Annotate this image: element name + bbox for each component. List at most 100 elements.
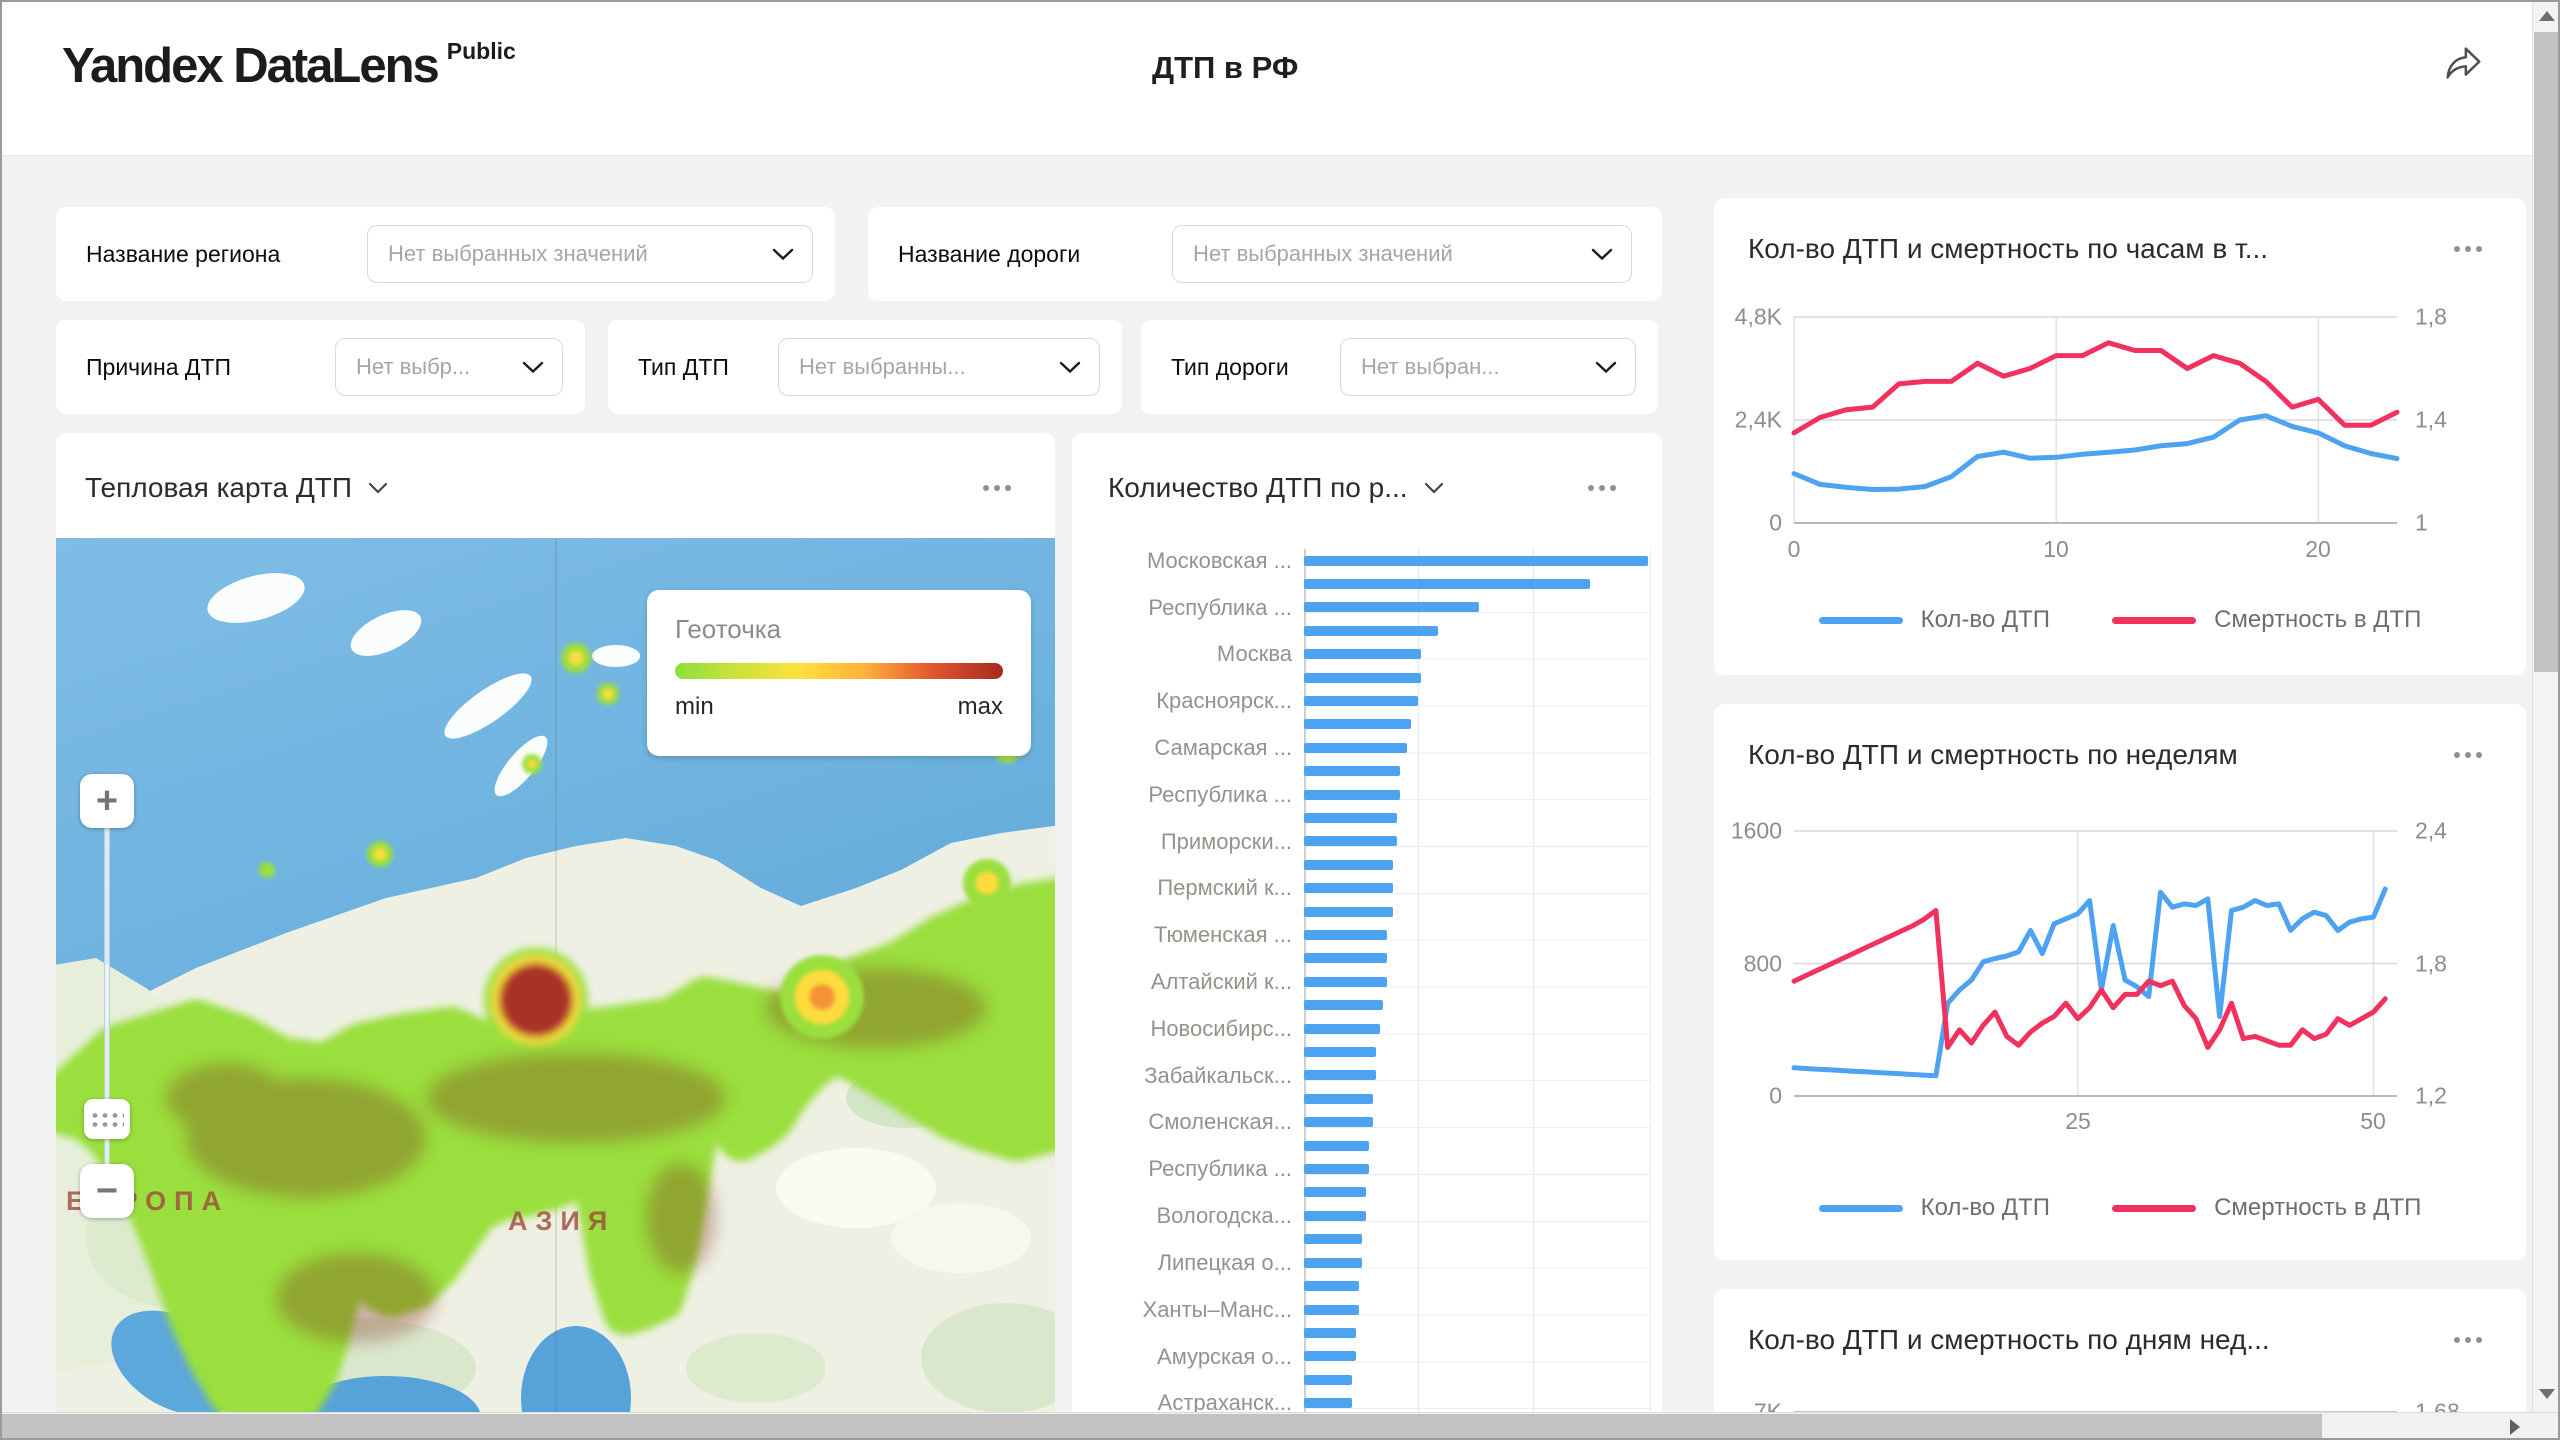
- scroll-down-button[interactable]: [2533, 1380, 2558, 1408]
- bar[interactable]: [1304, 1257, 1363, 1268]
- filter-road-type: Тип дороги Нет выбран...: [1141, 320, 1658, 414]
- bar-category-label: Республика ...: [1148, 1156, 1292, 1182]
- chevron-down-icon[interactable]: [368, 482, 388, 494]
- bar[interactable]: [1304, 1047, 1377, 1058]
- legend-label: Смертность в ДТП: [2214, 606, 2422, 633]
- bar[interactable]: [1304, 859, 1394, 870]
- bar-category-label: Ханты–Манс...: [1142, 1296, 1292, 1322]
- page-title: ДТП в РФ: [1152, 50, 1299, 85]
- bar[interactable]: [1304, 953, 1387, 964]
- more-options-icon[interactable]: [973, 475, 1021, 501]
- bar[interactable]: [1304, 1023, 1380, 1034]
- chart-legend: Кол-во ДТП Смертность в ДТП: [1714, 606, 2526, 634]
- filter-road-select[interactable]: Нет выбранных значений: [1172, 225, 1632, 283]
- bar[interactable]: [1304, 1398, 1353, 1409]
- bar[interactable]: [1304, 555, 1648, 566]
- bar-category-label: Московская ...: [1146, 547, 1292, 573]
- bar[interactable]: [1304, 1164, 1370, 1175]
- bar[interactable]: [1304, 1093, 1373, 1104]
- vertical-scrollbar-thumb[interactable]: [2534, 32, 2558, 672]
- bar-row: Ханты–Манс...: [1092, 1296, 1648, 1322]
- bar-category-label: Астраханск...: [1157, 1390, 1292, 1416]
- share-button[interactable]: [2434, 36, 2490, 92]
- scroll-right-button[interactable]: [2500, 1413, 2530, 1438]
- bar[interactable]: [1304, 1210, 1366, 1221]
- horizontal-scrollbar[interactable]: [2, 1412, 2558, 1438]
- bar[interactable]: [1304, 578, 1590, 589]
- more-options-icon[interactable]: [2444, 236, 2492, 262]
- bar[interactable]: [1304, 1351, 1356, 1362]
- bar-row: [1092, 760, 1648, 783]
- bar-row: Липецкая о...: [1092, 1250, 1648, 1275]
- scroll-up-icon: [2539, 11, 2555, 21]
- bar[interactable]: [1304, 789, 1401, 800]
- filter-accident-type-select[interactable]: Нет выбранны...: [778, 338, 1100, 396]
- y-axis-right-tick: 1,8: [2415, 303, 2447, 330]
- bar[interactable]: [1304, 1327, 1356, 1338]
- bar-row: [1092, 1134, 1648, 1157]
- bar[interactable]: [1304, 766, 1401, 777]
- bar[interactable]: [1304, 812, 1397, 823]
- bar[interactable]: [1304, 976, 1387, 987]
- bar-row: [1092, 572, 1648, 595]
- bar[interactable]: [1304, 695, 1418, 706]
- filter-region-select[interactable]: Нет выбранных значений: [367, 225, 813, 283]
- chevron-down-icon[interactable]: [1424, 482, 1444, 494]
- bar-row: Пермский к...: [1092, 875, 1648, 900]
- datalens-logo[interactable]: Yandex DataLens Public: [62, 38, 516, 94]
- legend-item-accidents[interactable]: Кол-во ДТП: [1818, 606, 2050, 634]
- bar[interactable]: [1304, 1234, 1363, 1245]
- bar[interactable]: [1304, 672, 1421, 683]
- chart-card-hours: Кол-во ДТП и смертность по часам в т... …: [1714, 198, 2526, 675]
- more-options-icon[interactable]: [1578, 475, 1626, 501]
- bar[interactable]: [1304, 906, 1394, 917]
- bar[interactable]: [1304, 602, 1480, 613]
- bar-row: Амурская о...: [1092, 1344, 1648, 1369]
- chevron-down-icon: [522, 361, 544, 373]
- filter-road-type-select[interactable]: Нет выбран...: [1340, 338, 1636, 396]
- more-options-icon[interactable]: [2444, 1327, 2492, 1353]
- bar[interactable]: [1304, 1140, 1370, 1151]
- bar[interactable]: [1304, 1070, 1377, 1081]
- bar-row: Новосибирс...: [1092, 1016, 1648, 1041]
- line-plot-weeks[interactable]: [1791, 830, 2397, 1097]
- chevron-down-icon: [1595, 361, 1617, 373]
- zoom-out-button[interactable]: −: [80, 1164, 134, 1218]
- bar-row: Вологодска...: [1092, 1203, 1648, 1229]
- bar[interactable]: [1304, 1187, 1366, 1198]
- bar-row: [1092, 1275, 1648, 1298]
- chevron-down-icon: [1059, 361, 1081, 373]
- bar[interactable]: [1304, 836, 1397, 847]
- more-options-icon[interactable]: [2444, 742, 2492, 768]
- heatmap-canvas[interactable]: ЕВРОПА АЗИЯ Геоточка min max + −: [56, 538, 1055, 1438]
- scroll-right-icon: [2510, 1419, 2520, 1435]
- bar[interactable]: [1304, 930, 1387, 940]
- x-axis-tick: 50: [2360, 1108, 2386, 1134]
- y-axis-right-tick: 1: [2415, 509, 2428, 536]
- bar[interactable]: [1304, 625, 1439, 636]
- logo-text: Yandex DataLens: [62, 39, 440, 93]
- bar-row: [1092, 947, 1648, 970]
- vertical-scrollbar[interactable]: [2532, 2, 2558, 1412]
- zoom-slider-handle[interactable]: [84, 1099, 130, 1139]
- horizontal-scrollbar-thumb[interactable]: [2, 1414, 2322, 1438]
- filter-road-type-label: Тип дороги: [1171, 353, 1289, 380]
- bar[interactable]: [1304, 1304, 1360, 1315]
- filter-cause-select[interactable]: Нет выбр...: [335, 338, 563, 396]
- bar[interactable]: [1304, 1374, 1353, 1385]
- bar[interactable]: [1304, 883, 1394, 894]
- legend-item-mortality[interactable]: Смертность в ДТП: [2112, 606, 2421, 634]
- bar[interactable]: [1304, 1000, 1384, 1011]
- legend-item-mortality[interactable]: Смертность в ДТП: [2112, 1194, 2421, 1222]
- bar-category-label: Вологодска...: [1156, 1203, 1292, 1229]
- y-axis-right-tick: 1,4: [2415, 406, 2447, 433]
- scroll-up-button[interactable]: [2533, 2, 2558, 30]
- bar[interactable]: [1304, 719, 1411, 730]
- bar[interactable]: [1304, 649, 1421, 660]
- bar[interactable]: [1304, 742, 1408, 753]
- bar[interactable]: [1304, 1117, 1373, 1128]
- bar[interactable]: [1304, 1281, 1360, 1292]
- legend-item-accidents[interactable]: Кол-во ДТП: [1818, 1194, 2050, 1222]
- zoom-in-button[interactable]: +: [80, 774, 134, 828]
- line-plot-hours[interactable]: [1791, 316, 2400, 524]
